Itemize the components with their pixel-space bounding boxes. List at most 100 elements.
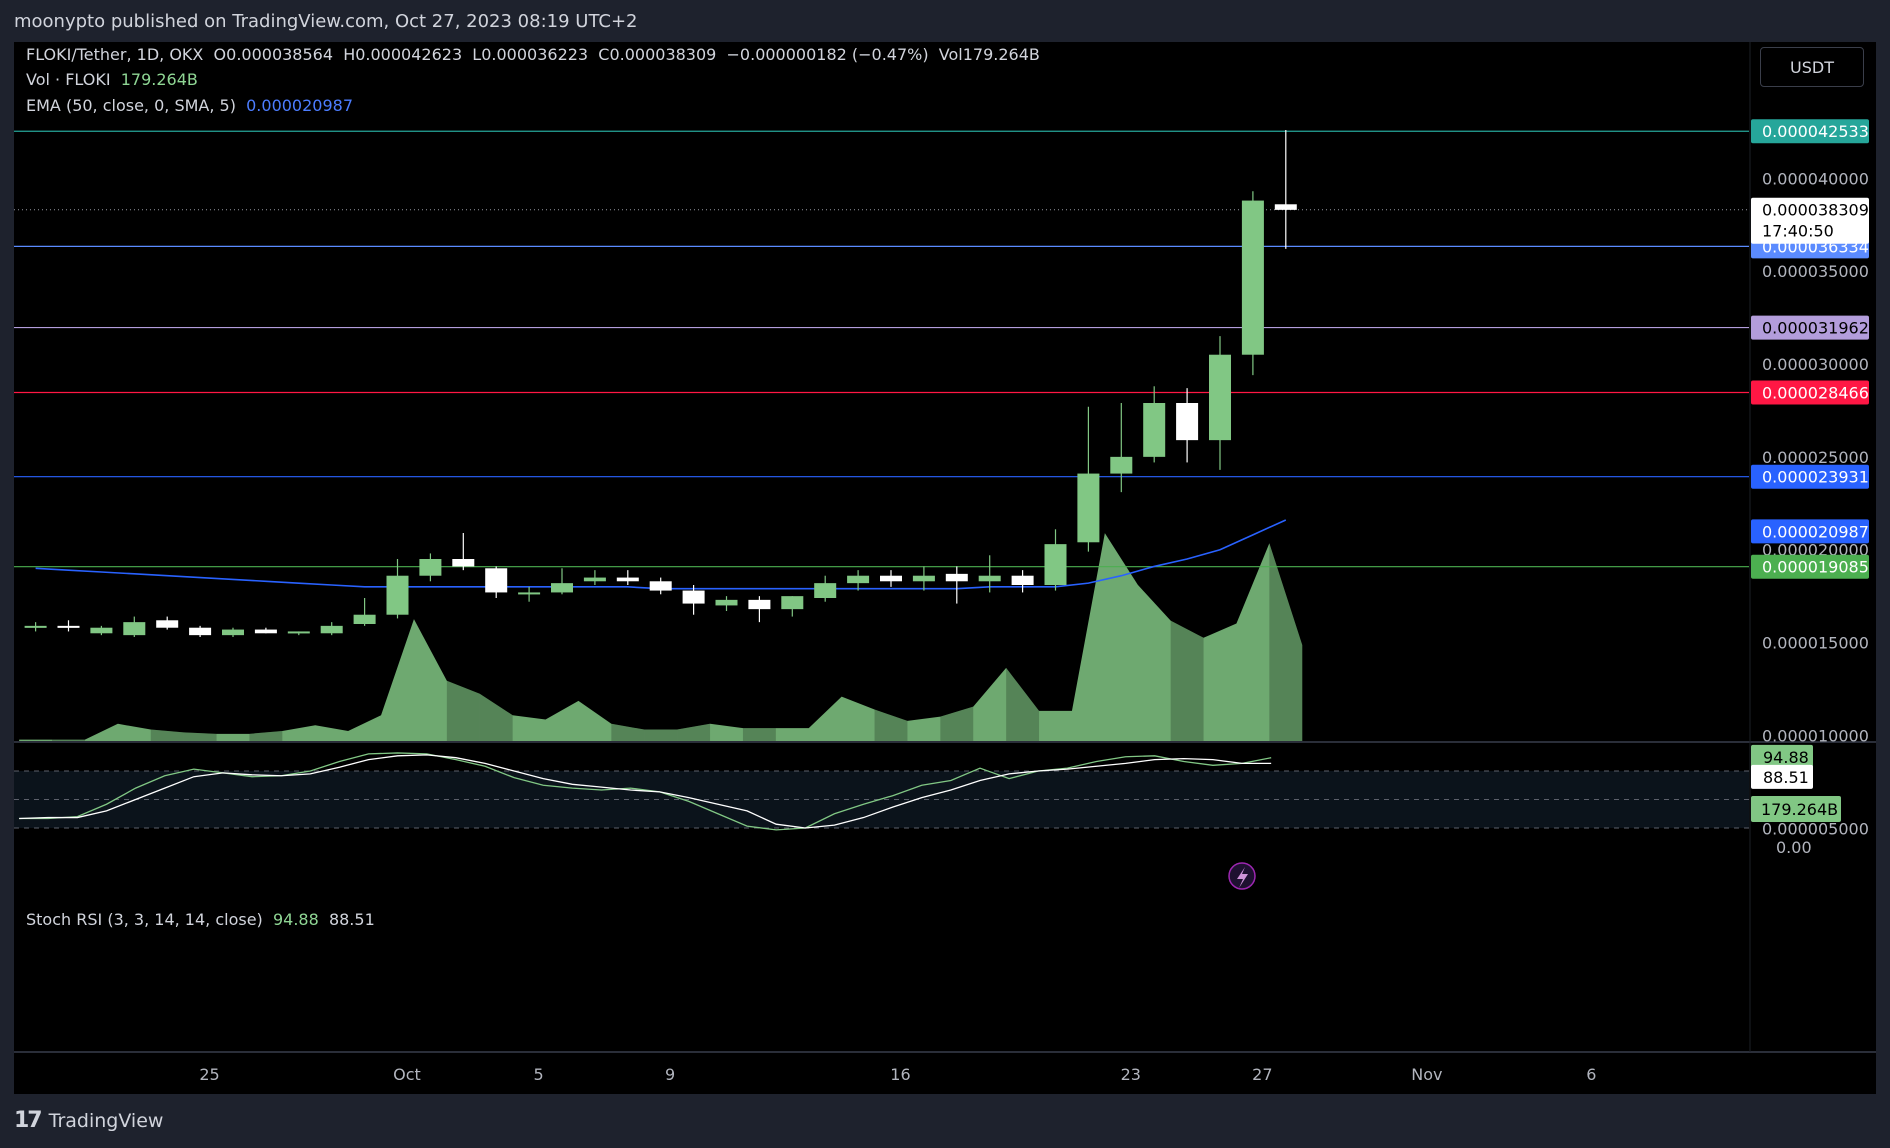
candle-up (320, 622, 343, 636)
stoch-legend[interactable]: Stoch RSI (3, 3, 14, 14, close) 94.88 88… (26, 910, 375, 929)
candle-down (189, 625, 212, 637)
ema-price-label: 0.000020987 (1751, 519, 1869, 544)
candle-body (715, 599, 738, 606)
volume-down-shade (742, 728, 776, 741)
candle-body (781, 596, 804, 610)
candle-body (616, 577, 639, 582)
footer-bar (0, 1094, 1890, 1148)
time-tick-label: 5 (533, 1065, 543, 1084)
candle-body (912, 575, 935, 582)
candle-body (1077, 473, 1100, 543)
candle-down (945, 566, 968, 604)
low-value: 0.000036223 (481, 45, 589, 64)
candle-body (320, 625, 343, 634)
volume-legend[interactable]: Vol · FLOKI 179.264B (26, 70, 198, 89)
volume-down-shade (644, 729, 678, 741)
change-value: −0.000000182 (−0.47%) (726, 45, 929, 64)
stoch-title: Stoch RSI (3, 3, 14, 14, close) (26, 910, 263, 929)
time-tick-label: 23 (1121, 1065, 1141, 1084)
stoch-k-legend: 94.88 (272, 910, 319, 929)
time-tick-label: 27 (1252, 1065, 1272, 1084)
candle-up (1209, 336, 1231, 470)
symbol-title[interactable]: FLOKI/Tether, 1D, OKX (26, 45, 204, 64)
candle-body (1241, 200, 1264, 355)
symbol-legend: FLOKI/Tether, 1D, OKX O0.000038564 H0.00… (26, 45, 1040, 64)
stoch-d-label-text: 88.51 (1763, 768, 1809, 787)
candle-down (57, 620, 80, 632)
volume-legend-value: 179.264B (120, 70, 198, 89)
candle-up (518, 586, 541, 602)
candle-up (551, 568, 573, 595)
volume-down-shade (1170, 620, 1204, 741)
price-tick-label: 0.000005000 (1762, 819, 1869, 838)
candle-up (1110, 403, 1133, 493)
volume-price-label: 179.264B (1751, 796, 1841, 822)
stoch-tick-label: 0.00 (1776, 838, 1812, 857)
price-tick-label: 0.000015000 (1762, 634, 1869, 653)
candle-down (156, 616, 179, 630)
volume-area (19, 533, 1303, 741)
volume-down-shade (1269, 543, 1303, 741)
candle-body (1176, 403, 1199, 441)
candle-body (880, 575, 902, 582)
candle-up (781, 596, 804, 617)
ema-legend[interactable]: EMA (50, close, 0, SMA, 5) 0.000020987 (26, 96, 353, 115)
level-price-label-text: 0.000019085 (1762, 558, 1869, 577)
volume-down-shade (1006, 667, 1040, 741)
volume-down-shade (874, 709, 908, 741)
candle-body (945, 573, 968, 582)
candle-up (353, 598, 376, 626)
time-tick-label: 9 (665, 1065, 675, 1084)
candle-body (1274, 204, 1297, 210)
publisher-header: moonypto published on TradingView.com, O… (0, 0, 1890, 42)
candle-up (90, 625, 113, 636)
candle-body (748, 599, 771, 610)
candle-body (649, 581, 672, 591)
chart-area[interactable]: 0.000040000 0.000035000 0.000030000 0.00002… (14, 42, 1876, 1094)
volume-down-shade (479, 693, 513, 741)
stoch-k-label-text: 94.88 (1763, 748, 1809, 767)
candle-body (386, 575, 409, 615)
candle-up (814, 575, 837, 602)
time-tick-label: Oct (393, 1065, 421, 1084)
stoch-k-label: 94.88 (1751, 744, 1813, 769)
level-price-label-bg (1751, 380, 1869, 405)
candle-up (24, 622, 47, 632)
open-label: O (213, 45, 227, 64)
stoch-d-line (19, 754, 1272, 829)
ema-legend-value: 0.000020987 (246, 96, 354, 115)
candle-body (156, 620, 179, 628)
candle-body (583, 577, 606, 582)
candle-body (847, 575, 870, 584)
last-price-label: 0.000038309 17:40:50 (1751, 197, 1869, 244)
candle-up (1044, 529, 1067, 591)
candle-down (1274, 130, 1297, 249)
published-text: moonypto published on TradingView.com, O… (14, 11, 638, 32)
price-tick-label: 0.000010000 (1762, 726, 1869, 745)
candle-down (1176, 388, 1199, 463)
stoch-k-label-bg (1751, 744, 1813, 769)
vol-value: 179.264B (962, 45, 1040, 64)
low-label: L (472, 45, 482, 64)
candle-up (1077, 406, 1100, 552)
candle-body (682, 590, 705, 604)
level-price-label-text: 0.000028466 (1762, 383, 1869, 402)
candle-down (748, 596, 771, 623)
level-price-label: 0.000042533 (1751, 119, 1869, 144)
candle-body (353, 614, 376, 624)
currency-button[interactable]: USDT (1760, 47, 1864, 87)
volume-down-shade (52, 739, 85, 741)
level-price-label-bg (1751, 464, 1869, 489)
tradingview-logo[interactable]: 17 TradingView (14, 1108, 163, 1133)
candle-up (123, 616, 146, 637)
candle-down (649, 577, 672, 595)
time-tick-label: 16 (890, 1065, 910, 1084)
level-price-label-bg (1751, 315, 1869, 340)
volume-down-shade (677, 723, 711, 741)
chart-svg[interactable]: 0.000040000 0.000035000 0.000030000 0.00002… (14, 42, 1876, 1094)
volume-down-shade (249, 730, 283, 741)
candle-body (814, 583, 837, 598)
candle-up (912, 566, 935, 591)
stoch-d-label-bg (1751, 764, 1813, 789)
brand-text: TradingView (48, 1109, 164, 1132)
